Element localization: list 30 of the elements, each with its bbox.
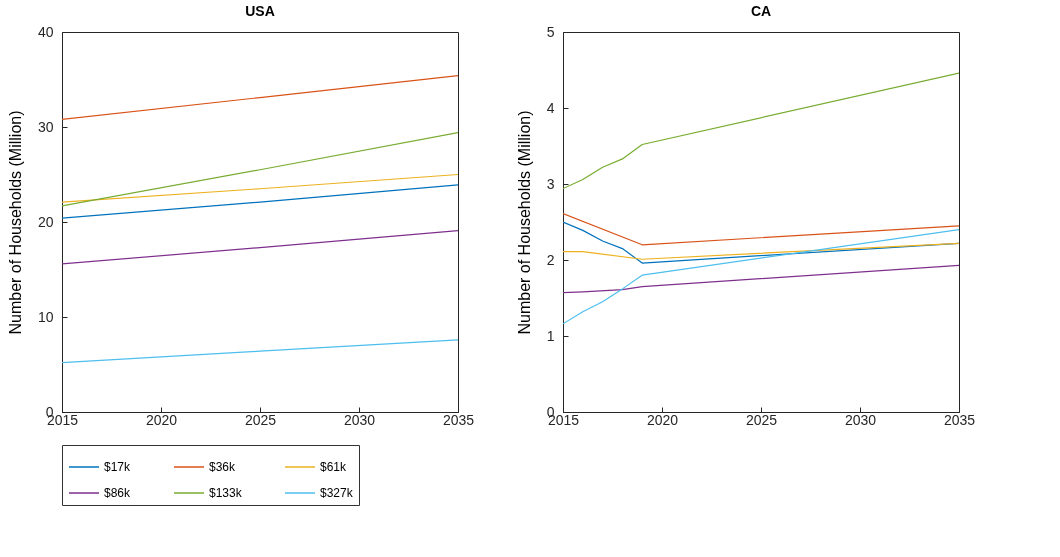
legend-label: $327k — [320, 486, 354, 500]
y-axis-title: Number of Households (Million) — [6, 110, 24, 335]
legend-label: $86k — [104, 486, 132, 500]
y-tick-label: 20 — [37, 213, 54, 230]
y-tick-label: 30 — [37, 118, 54, 135]
x-tick-label: 2025 — [745, 411, 778, 428]
x-tick-label: 2030 — [844, 411, 877, 428]
y-tick-label: 40 — [37, 23, 54, 40]
y-tick-label: 4 — [546, 99, 555, 116]
chart-title: CA — [750, 3, 772, 19]
y-tick-label: 5 — [546, 23, 555, 40]
x-tick-label: 2035 — [943, 411, 976, 428]
chart-title: USA — [245, 3, 275, 19]
x-tick-label: 2020 — [646, 411, 679, 428]
line-series — [563, 72, 959, 190]
y-tick-label: 2 — [546, 251, 555, 268]
line-series — [563, 229, 959, 325]
x-tick-label: 2035 — [442, 411, 475, 428]
y-tick-label: 3 — [546, 175, 555, 192]
x-tick-label: 2025 — [244, 411, 277, 428]
y-axis-title: Number of Households (Million) — [515, 110, 533, 335]
line-series — [563, 264, 959, 294]
legend-label: $36k — [209, 460, 237, 474]
legend-label: $133k — [209, 486, 243, 500]
y-tick-label: 10 — [37, 308, 54, 325]
x-tick-label: 2030 — [343, 411, 376, 428]
y-tick-label: 1 — [546, 327, 555, 344]
x-tick-label: 2020 — [145, 411, 178, 428]
legend-label: $17k — [104, 460, 132, 474]
legend-label: $61k — [320, 460, 348, 474]
